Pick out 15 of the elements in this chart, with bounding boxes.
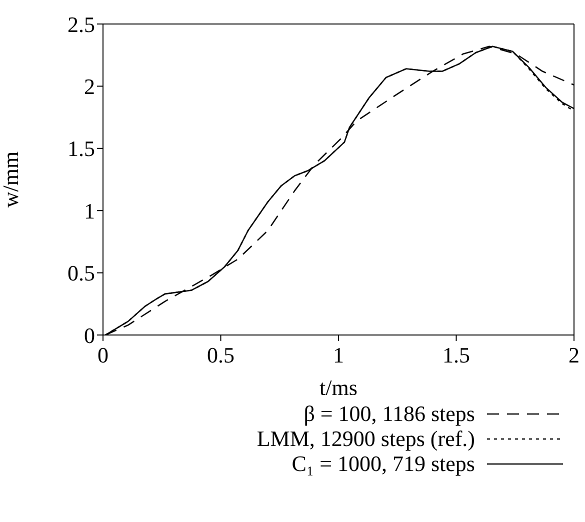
y-tick-label: 1.5: [68, 136, 95, 162]
x-tick-label: 2: [568, 342, 580, 368]
y-axis-title: w/mm: [0, 151, 23, 208]
legend-label: β = 100, 1186 steps: [304, 401, 475, 426]
x-tick-label: 1.5: [442, 342, 470, 368]
x-axis-title: t/ms: [320, 375, 358, 400]
legend-label: C₁ = 1000, 719 steps: [292, 451, 475, 476]
y-tick-label: 1: [84, 198, 95, 224]
legend-label: LMM, 12900 steps (ref.): [256, 426, 475, 451]
x-tick-label: 1: [333, 342, 344, 368]
y-tick-label: 2.5: [68, 12, 95, 37]
y-tick-label: 0.5: [68, 260, 95, 286]
y-tick-label: 0: [84, 322, 95, 348]
x-tick-label: 0.5: [207, 342, 234, 368]
y-tick-label: 2: [84, 74, 95, 100]
